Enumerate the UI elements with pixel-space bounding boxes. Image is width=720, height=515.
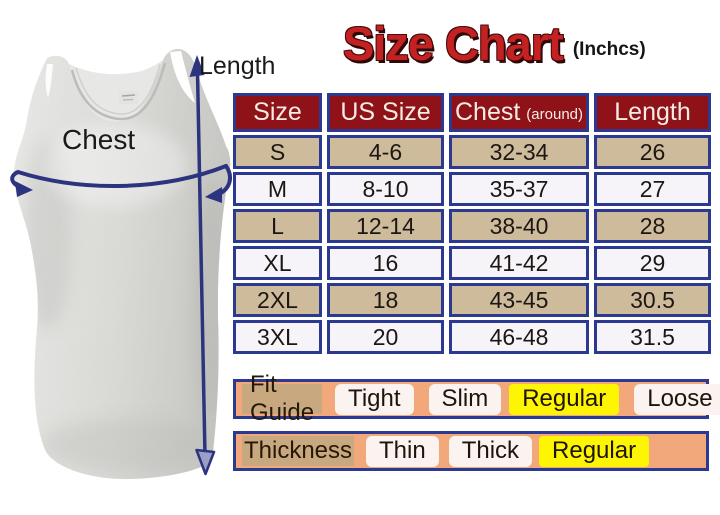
chest-arrow [10, 164, 233, 203]
thickness-option-thin: Thin [366, 435, 439, 467]
cell-length: 28 [594, 209, 711, 243]
collar-tag [119, 91, 138, 104]
thickness-label: Thickness [242, 436, 354, 466]
fit-option-regular: Regular [509, 383, 620, 415]
fit-option-tight: Tight [335, 383, 414, 415]
cell-chest: 32-34 [449, 135, 589, 169]
fit-guide-bar: Fit Guide Tight Slim Regular Loose [233, 371, 720, 426]
cell-us: 8-10 [327, 172, 444, 206]
cell-size: S [233, 135, 322, 169]
thickness-bar: Thickness Thin Thick Regular [233, 431, 709, 471]
cell-length: 31.5 [594, 320, 711, 354]
cell-chest: 41-42 [449, 246, 589, 280]
cell-size: 3XL [233, 320, 322, 354]
fit-option-slim: Slim [428, 383, 502, 415]
tank-top-image [10, 49, 233, 480]
length-arrow [189, 55, 216, 476]
cell-size: L [233, 209, 322, 243]
cell-chest: 38-40 [449, 209, 589, 243]
fit-guide-label: Fit Guide [242, 371, 323, 426]
length-label: Length [199, 52, 276, 80]
cell-size: M [233, 172, 322, 206]
page-title: Size Chart [343, 17, 564, 70]
left-armhole-gap [45, 64, 53, 98]
cell-us: 16 [327, 246, 444, 280]
col-header-chest: Chest (around) [449, 93, 589, 132]
cell-size: 2XL [233, 283, 322, 317]
fit-option-loose: Loose [634, 383, 720, 415]
chest-label: Chest [62, 124, 136, 155]
cell-chest: 35-37 [449, 172, 589, 206]
size-table: Size US Size Chest (around) Length S 4-6… [233, 93, 711, 354]
col-header-size: Size [233, 93, 322, 132]
cell-us: 18 [327, 283, 444, 317]
col-header-length: Length [594, 93, 711, 132]
cell-length: 27 [594, 172, 711, 206]
cell-us: 12-14 [327, 209, 444, 243]
cell-length: 30.5 [594, 283, 711, 317]
thickness-option-thick: Thick [448, 435, 533, 467]
cell-length: 26 [594, 135, 711, 169]
right-armhole-gap [170, 51, 195, 103]
neckline-seam [70, 62, 167, 121]
cell-chest: 43-45 [449, 283, 589, 317]
chest-around-note: (around) [526, 106, 583, 123]
cell-chest: 46-48 [449, 320, 589, 354]
col-header-us-size: US Size [327, 93, 444, 132]
thickness-option-regular: Regular [539, 435, 650, 467]
cell-us: 20 [327, 320, 444, 354]
title-row: Size Chart (Inchcs) [343, 16, 646, 71]
title-unit: (Inchcs) [572, 39, 646, 60]
cell-length: 29 [594, 246, 711, 280]
cell-us: 4-6 [327, 135, 444, 169]
cell-size: XL [233, 246, 322, 280]
